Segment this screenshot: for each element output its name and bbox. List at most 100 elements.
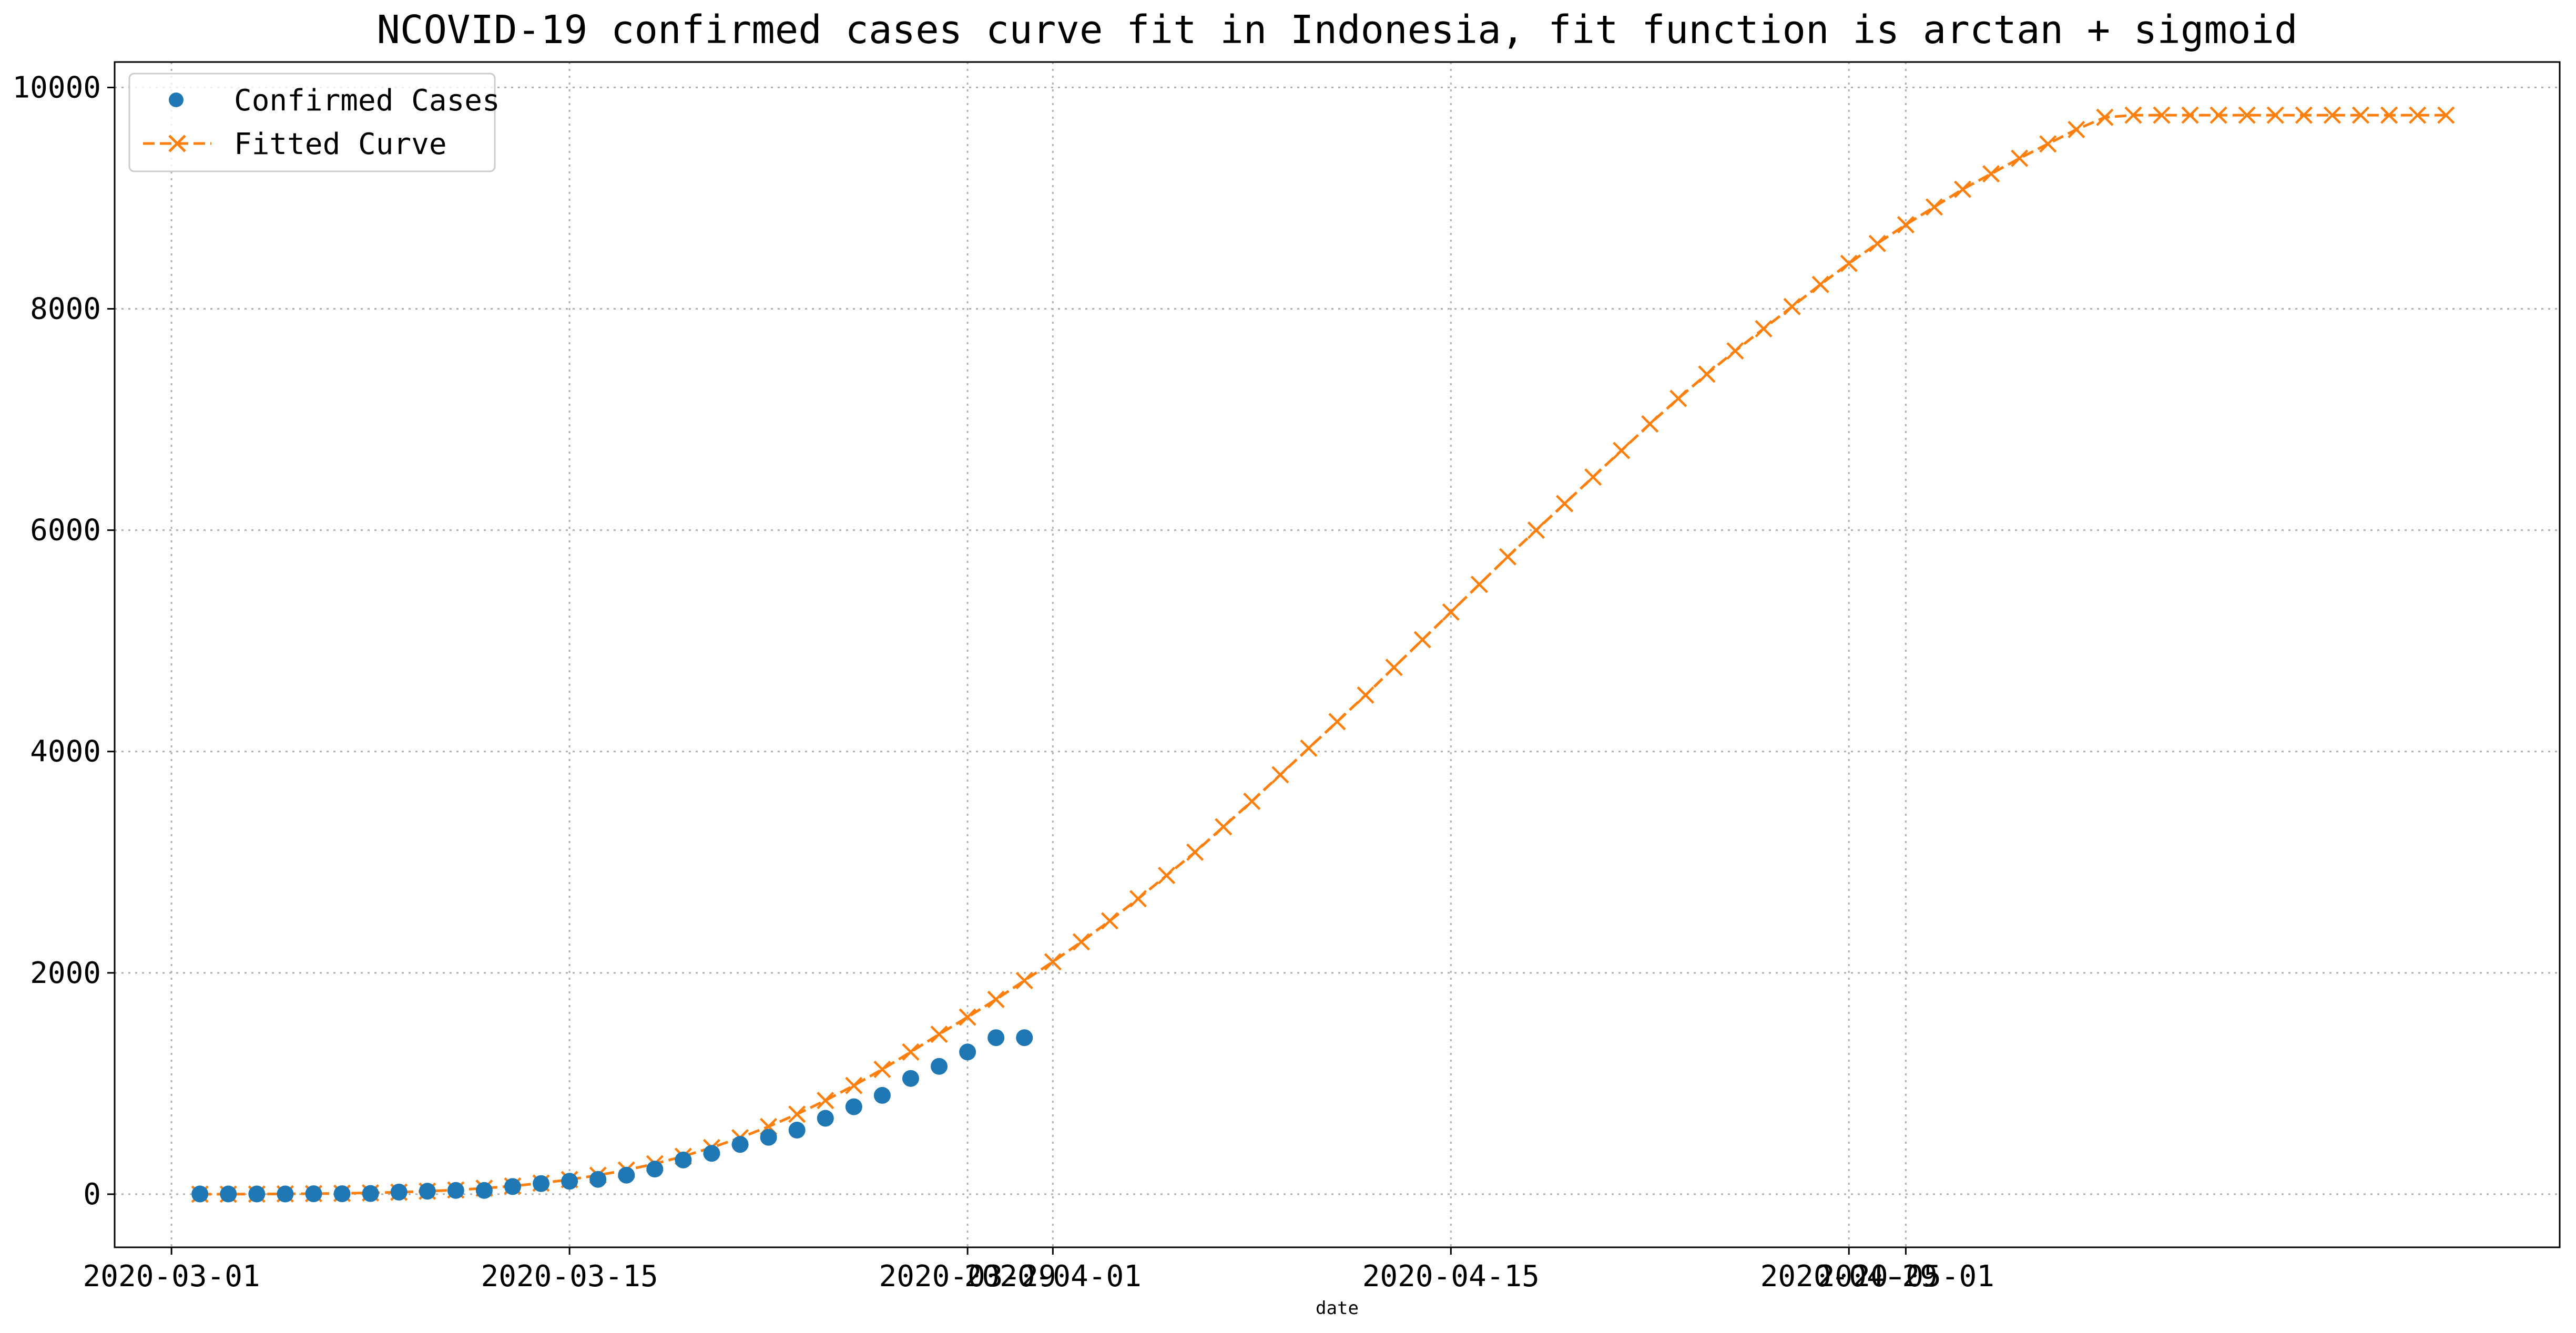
fitted-curve-marker bbox=[2238, 106, 2256, 124]
fitted-curve-marker bbox=[902, 1043, 920, 1061]
fitted-curve-marker bbox=[1953, 180, 1972, 198]
fitted-curve-marker bbox=[1982, 165, 2000, 183]
fitted-curve-marker bbox=[1783, 298, 1801, 315]
fitted-curve-marker bbox=[2096, 108, 2114, 126]
y-tick-label: 8000 bbox=[30, 292, 101, 326]
y-tick-label: 10000 bbox=[12, 70, 101, 105]
fitted-curve-marker bbox=[1527, 521, 1545, 539]
fitted-curve-marker bbox=[873, 1060, 891, 1079]
fitted-curve-marker bbox=[1726, 342, 1744, 360]
confirmed-case-point bbox=[333, 1185, 351, 1203]
confirmed-case-point bbox=[760, 1129, 777, 1146]
confirmed-cases-layer bbox=[191, 1029, 1033, 1203]
confirmed-case-point bbox=[931, 1058, 948, 1075]
fitted-curve-marker bbox=[2409, 106, 2427, 124]
confirmed-case-point bbox=[589, 1171, 607, 1188]
fitted-curve-marker bbox=[930, 1026, 948, 1043]
fitted-curve-marker bbox=[2011, 149, 2029, 167]
fitted-curve-marker bbox=[1442, 603, 1460, 621]
fitted-curve-marker bbox=[1215, 818, 1233, 836]
fitted-curve-marker bbox=[1698, 365, 1716, 383]
chart-title: NCOVID-19 confirmed cases curve fit in I… bbox=[376, 7, 2297, 53]
y-tick-label: 2000 bbox=[30, 956, 101, 990]
fitted-curve-marker bbox=[2323, 106, 2341, 124]
confirmed-case-point bbox=[817, 1110, 834, 1127]
fitted-curve-marker bbox=[2380, 106, 2398, 124]
confirmed-case-point bbox=[675, 1151, 692, 1168]
fitted-curve-marker bbox=[1613, 442, 1631, 459]
fitted-curve-marker bbox=[2295, 106, 2313, 124]
confirmed-case-point bbox=[533, 1175, 550, 1192]
confirmed-case-point bbox=[419, 1183, 436, 1200]
confirmed-case-point bbox=[561, 1173, 578, 1190]
fitted-curve-marker bbox=[2124, 106, 2142, 124]
x-tick-label: 2020-05-01 bbox=[1817, 1259, 1994, 1294]
fitted-curve-marker bbox=[1555, 495, 1574, 512]
fitted-curve-marker bbox=[1897, 216, 1915, 234]
fitted-curve-marker bbox=[2068, 120, 2085, 139]
confirmed-case-point bbox=[902, 1070, 919, 1087]
fitted-curve-marker bbox=[1157, 866, 1176, 885]
fitted-curve-marker bbox=[1925, 198, 1943, 216]
confirmed-case-point bbox=[248, 1185, 266, 1203]
fitted-curve-marker bbox=[1584, 468, 1602, 486]
fitted-curve-marker bbox=[1499, 548, 1517, 566]
fitted-curve-marker bbox=[1755, 320, 1773, 338]
fitted-curve-marker bbox=[1072, 933, 1090, 951]
plot-area-frame bbox=[114, 61, 2561, 1248]
legend-confirmed-cases-marker bbox=[169, 93, 184, 107]
fitted-curve-marker bbox=[959, 1008, 976, 1026]
confirmed-case-point bbox=[703, 1145, 720, 1162]
y-tick-label: 0 bbox=[83, 1177, 101, 1212]
fitted-curve-marker bbox=[2153, 106, 2171, 124]
x-tick-label: 2020-04-15 bbox=[1362, 1259, 1540, 1294]
confirmed-case-point bbox=[987, 1029, 1005, 1047]
fitted-curve-marker bbox=[1271, 766, 1289, 784]
confirmed-case-point bbox=[191, 1185, 209, 1203]
fitted-curve-marker bbox=[1840, 254, 1858, 272]
confirmed-case-point bbox=[1016, 1029, 1033, 1047]
confirmed-case-point bbox=[845, 1098, 862, 1115]
confirmed-case-point bbox=[305, 1185, 322, 1203]
fitted-curve-marker bbox=[1641, 415, 1659, 433]
fitted-curve-marker bbox=[1470, 576, 1488, 593]
confirmed-case-point bbox=[618, 1166, 635, 1184]
legend-fitted-curve-marker bbox=[168, 135, 186, 152]
fitted-curve-marker bbox=[1101, 912, 1119, 930]
x-tick-label: 2020-04-01 bbox=[964, 1259, 1142, 1294]
fitted-curve-marker bbox=[2039, 135, 2057, 153]
legend: Confirmed Cases Fitted Curve bbox=[128, 73, 500, 172]
fitted-curve-marker bbox=[2210, 106, 2227, 124]
fitted-curve-marker bbox=[1868, 234, 1886, 252]
legend-fitted-curve-label: Fitted Curve bbox=[234, 127, 447, 161]
fitted-curve-marker bbox=[1044, 953, 1062, 971]
fitted-curve-marker bbox=[1669, 389, 1687, 407]
axis-ticks-layer: 2020-03-01 2020-03-15 2020-03-292020-04-01… bbox=[12, 70, 1994, 1294]
confirmed-case-point bbox=[788, 1122, 806, 1139]
legend-confirmed-cases-label: Confirmed Cases bbox=[234, 84, 500, 118]
fitted-curve-marker bbox=[1328, 713, 1346, 731]
grid-layer bbox=[115, 62, 2560, 1247]
fitted-curve-marker bbox=[1357, 686, 1374, 704]
fitted-curve-marker bbox=[987, 990, 1005, 1008]
y-tick-label: 4000 bbox=[30, 735, 101, 769]
y-tick-label: 6000 bbox=[30, 514, 101, 548]
fitted-curve-marker bbox=[1243, 792, 1261, 811]
confirmed-case-point bbox=[959, 1043, 976, 1061]
fitted-curve-marker bbox=[845, 1076, 863, 1094]
fitted-curve-marker bbox=[2351, 106, 2370, 124]
confirmed-case-point bbox=[390, 1183, 408, 1201]
legend-box bbox=[128, 73, 496, 172]
fitted-curve-marker bbox=[788, 1105, 806, 1123]
confirmed-case-point bbox=[220, 1185, 237, 1203]
fitted-curve-marker bbox=[1129, 890, 1147, 908]
x-axis-label: date bbox=[1316, 1298, 1359, 1319]
confirmed-case-point bbox=[277, 1185, 294, 1203]
fitted-curve-layer bbox=[191, 106, 2455, 1203]
x-tick-label: 2020-03-15 bbox=[481, 1259, 658, 1294]
confirmed-case-point bbox=[731, 1136, 749, 1153]
fitted-curve-marker bbox=[1015, 971, 1033, 990]
fitted-curve-marker bbox=[1811, 275, 1829, 293]
confirmed-case-point bbox=[447, 1182, 464, 1199]
